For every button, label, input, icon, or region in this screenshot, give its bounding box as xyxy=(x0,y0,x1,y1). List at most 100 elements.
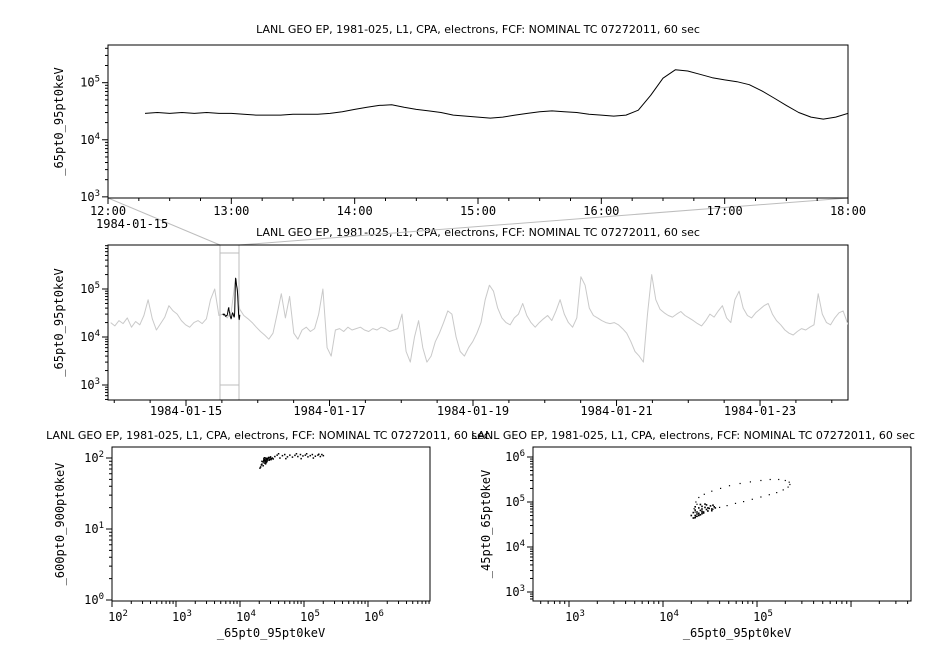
scatter-point xyxy=(268,458,271,461)
scatter-point xyxy=(304,454,307,456)
panel-title-top: LANL GEO EP, 1981-025, L1, CPA, electron… xyxy=(256,23,700,36)
x-tick-label: 1984-01-17 xyxy=(293,404,365,418)
scatter-point xyxy=(266,458,269,461)
scatter-point xyxy=(701,510,703,513)
scatter-loop-point xyxy=(694,511,696,513)
scatter-loop-point xyxy=(751,498,753,500)
x-tick-label: 1984-01-23 xyxy=(724,404,796,418)
scatter-point xyxy=(262,461,264,463)
log-tick-label: 104 xyxy=(505,539,525,554)
scatter-loop-point xyxy=(703,493,705,495)
log-tick-label: 102 xyxy=(84,450,104,465)
scatter-point xyxy=(265,458,267,461)
log-tick-label: 102 xyxy=(108,609,128,624)
scatter-point xyxy=(312,457,315,459)
scatter-point xyxy=(286,456,289,458)
scatter-point xyxy=(713,506,715,508)
context-highlight-line xyxy=(222,277,241,321)
log-tick-label: 105 xyxy=(753,609,773,624)
scatter-point xyxy=(262,465,264,467)
log-tick-label: 103 xyxy=(505,584,525,599)
scatter-point xyxy=(709,505,712,507)
scatter-point xyxy=(692,517,695,519)
log-tick-label: 104 xyxy=(659,609,679,624)
scatter-point xyxy=(690,514,693,517)
scatter-point xyxy=(311,453,314,456)
log-tick-label: 104 xyxy=(80,329,100,344)
scatter-point xyxy=(699,509,702,512)
log-tick-label: 105 xyxy=(505,494,525,509)
zoom-connector-right xyxy=(238,197,849,246)
scatter-point xyxy=(263,458,265,460)
scatter-loop-point xyxy=(769,478,771,481)
scatter-point xyxy=(704,506,706,509)
scatter-right-y-axis-label: _45pt0_65pt0keV xyxy=(479,470,493,578)
scatter-point xyxy=(712,504,714,506)
scatter-point xyxy=(321,453,323,456)
scatter-point xyxy=(271,457,274,459)
scatter-point xyxy=(692,511,695,514)
scatter-point xyxy=(707,507,709,509)
scatter-point xyxy=(264,463,267,465)
panel-title-scatter-right: LANL GEO EP, 1981-025, L1, CPA, electron… xyxy=(471,429,915,442)
scatter-point xyxy=(696,515,698,518)
x-tick-label: 17:00 xyxy=(707,204,743,218)
scatter-point xyxy=(696,511,698,513)
scatter-point xyxy=(260,464,263,466)
scatter-point xyxy=(701,508,703,510)
scatter-point xyxy=(277,453,280,455)
scatter-right-x-axis-label: _65pt0_95pt0keV xyxy=(683,626,791,640)
scatter-point xyxy=(314,455,317,457)
scatter-point xyxy=(698,514,700,517)
scatter-point xyxy=(291,456,294,458)
context-series-line xyxy=(110,274,848,363)
scatter-loop-point xyxy=(695,515,697,517)
scatter-loop-point xyxy=(693,517,695,519)
scatter-loop-point xyxy=(698,496,700,499)
scatter-point xyxy=(269,457,271,459)
scatter-point xyxy=(714,507,717,509)
x-tick-label: 18:00 xyxy=(830,204,866,218)
overview-zoom-box[interactable] xyxy=(219,244,240,401)
scatter-point xyxy=(307,456,309,458)
scatter-point xyxy=(322,454,325,457)
scatter-left-x-axis-label: _65pt0_95pt0keV xyxy=(217,626,325,640)
scatter-loop-point xyxy=(743,501,745,503)
scatter-loop-point xyxy=(698,514,700,516)
log-tick-label: 103 xyxy=(565,609,585,624)
x-tick-label: 13:00 xyxy=(213,204,249,218)
scatter-point xyxy=(701,512,703,515)
scatter-loop-point xyxy=(694,506,696,508)
scatter-loop-point xyxy=(695,501,697,503)
scatter-point xyxy=(267,456,270,459)
scatter-point xyxy=(694,514,696,517)
scatter-loop-point xyxy=(739,482,741,485)
scatter-point xyxy=(259,467,261,469)
scatter-point xyxy=(268,459,270,461)
scatter-loop-point xyxy=(787,486,789,488)
scatter-point xyxy=(704,503,706,505)
scatter-loop-point xyxy=(749,481,751,483)
x-tick-label: 16:00 xyxy=(583,204,619,218)
scatter-point xyxy=(263,459,265,462)
scatter-point xyxy=(708,507,710,510)
scatter-point xyxy=(263,457,266,459)
scatter-loop-point xyxy=(760,479,762,482)
scatter-loop-point xyxy=(768,494,770,496)
top-series-line xyxy=(144,69,848,120)
scatter-loop-point xyxy=(789,483,791,486)
scatter-point xyxy=(698,512,700,515)
scatter-point xyxy=(259,466,262,468)
scatter-loop-point xyxy=(711,490,713,492)
scatter-point xyxy=(305,453,308,455)
scatter-point xyxy=(289,454,291,456)
scatter-point xyxy=(694,516,696,519)
scatter-point xyxy=(276,454,278,456)
scatter-loop-point xyxy=(707,510,709,512)
scatter-point xyxy=(284,453,286,456)
scatter-point xyxy=(272,458,274,460)
scatter-loop-point xyxy=(693,508,695,510)
scatter-point xyxy=(285,457,287,460)
zoom-connector-left xyxy=(107,197,221,246)
